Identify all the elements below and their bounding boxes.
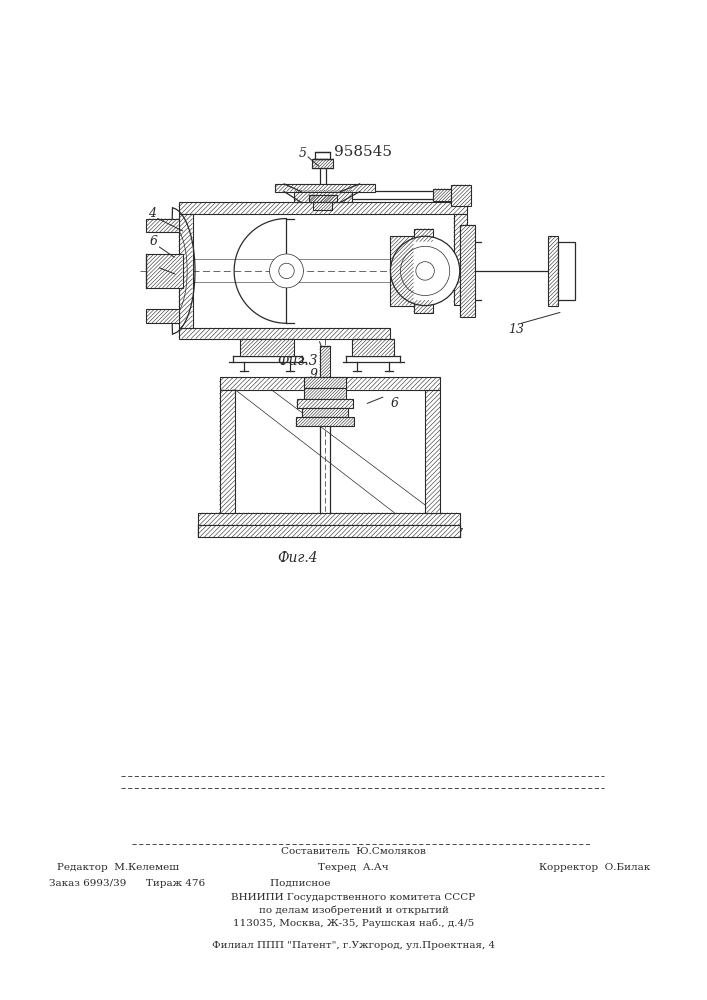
Text: 6: 6 <box>390 397 399 410</box>
Text: Фиг.4: Фиг.4 <box>278 551 318 565</box>
Text: Техред  А.Ач: Техред А.Ач <box>318 862 389 871</box>
Bar <box>219 389 235 513</box>
Bar <box>304 388 346 399</box>
Bar <box>302 408 348 417</box>
Text: ВНИИПИ Государственного комитета СССР: ВНИИПИ Государственного комитета СССР <box>231 892 476 902</box>
Bar <box>454 214 467 305</box>
Text: 13: 13 <box>508 323 524 336</box>
Bar <box>294 190 352 202</box>
Bar <box>425 389 440 513</box>
Text: по делам изобретений и открытий: по делам изобретений и открытий <box>259 905 448 915</box>
Bar <box>179 328 390 339</box>
Bar <box>460 225 475 317</box>
Bar <box>179 214 192 328</box>
Circle shape <box>269 254 303 288</box>
Circle shape <box>416 262 434 280</box>
Bar <box>549 236 559 306</box>
Bar <box>315 152 330 158</box>
Text: 6: 6 <box>149 235 157 248</box>
Bar <box>450 185 472 206</box>
Text: 7: 7 <box>455 528 462 541</box>
Bar <box>320 346 330 377</box>
Text: 4: 4 <box>148 207 156 220</box>
Bar <box>146 254 182 288</box>
Bar <box>309 195 337 202</box>
Bar <box>414 229 433 242</box>
Text: 5: 5 <box>298 147 307 160</box>
Bar <box>198 525 460 537</box>
Bar <box>275 184 375 192</box>
Circle shape <box>400 246 450 296</box>
Bar <box>304 377 346 388</box>
Bar <box>179 202 467 214</box>
Text: Фиг.3: Фиг.3 <box>278 354 318 368</box>
Text: 7: 7 <box>149 257 157 270</box>
Bar <box>146 309 179 323</box>
Text: 113035, Москва, Ж-35, Раушская наб., д.4/5: 113035, Москва, Ж-35, Раушская наб., д.4… <box>233 918 474 928</box>
Bar <box>146 219 179 232</box>
Bar <box>433 189 450 201</box>
Text: 9: 9 <box>310 368 317 381</box>
Text: Заказ 6993/39      Тираж 476                    Подписное: Заказ 6993/39 Тираж 476 Подписное <box>49 879 331 888</box>
Bar <box>198 513 460 525</box>
Bar <box>414 300 433 313</box>
Text: 958545: 958545 <box>334 145 392 159</box>
Text: Филиал ППП "Патент", г.Ужгород, ул.Проектная, 4: Филиал ППП "Патент", г.Ужгород, ул.Проек… <box>212 942 495 950</box>
Circle shape <box>279 263 294 279</box>
Bar <box>312 158 334 168</box>
Bar <box>559 242 575 300</box>
Bar <box>296 399 354 408</box>
Bar <box>240 339 294 356</box>
Bar <box>390 236 414 306</box>
Text: Редактор  М.Келемеш: Редактор М.Келемеш <box>57 862 179 871</box>
Bar <box>219 377 440 389</box>
Bar <box>313 202 332 210</box>
Text: Корректор  О.Билак: Корректор О.Билак <box>539 862 650 871</box>
Circle shape <box>390 236 460 306</box>
Bar <box>352 339 395 356</box>
Text: Составитель  Ю.Смоляков: Составитель Ю.Смоляков <box>281 848 426 856</box>
Bar <box>296 417 354 426</box>
